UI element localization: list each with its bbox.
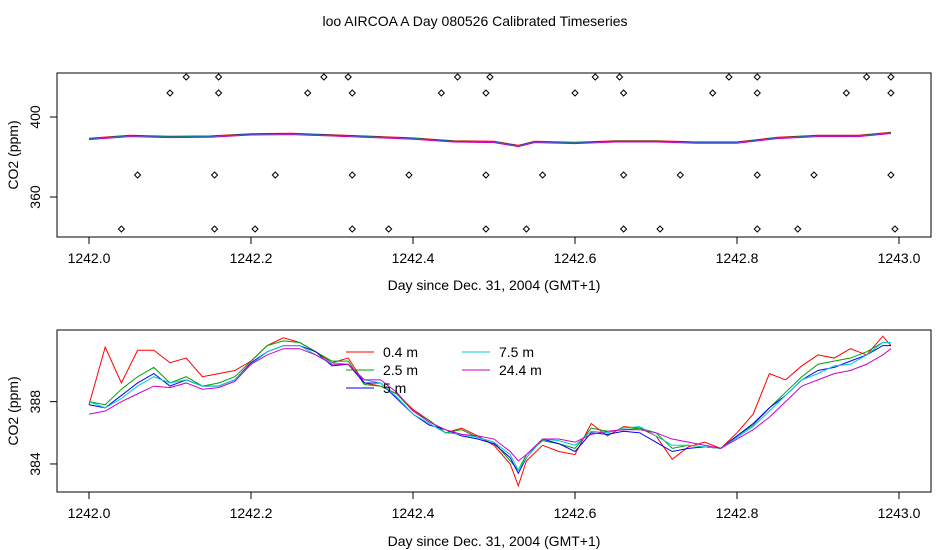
diamond-marker <box>384 225 393 233</box>
top-plot-marks <box>88 73 899 233</box>
x-tick-label: 1242.4 <box>392 250 435 266</box>
diamond-marker <box>862 73 871 81</box>
y-tick-label: 400 <box>27 105 43 129</box>
diamond-marker <box>482 89 490 97</box>
series-line-7-5-m <box>88 341 891 472</box>
diamond-marker <box>271 171 280 179</box>
diamond-marker <box>571 89 579 97</box>
series-line-24-4-m <box>88 348 892 462</box>
top-y-axis: 360 400 <box>27 105 57 209</box>
diamond-marker <box>753 73 761 81</box>
x-tick-label: 1243.0 <box>878 250 921 266</box>
diamond-marker <box>166 89 174 97</box>
diamond-marker <box>348 171 356 179</box>
series-line-2-5-m <box>88 340 891 472</box>
diamond-marker <box>486 73 494 81</box>
diamond-marker <box>753 89 761 97</box>
diamond-marker <box>619 225 628 233</box>
diamond-marker <box>810 171 818 179</box>
top-x-axis: 1242.0 1242.2 1242.4 1242.6 1242.8 1243.0 <box>68 237 921 266</box>
diamond-marker <box>708 89 717 97</box>
diamond-marker <box>887 171 895 179</box>
x-tick-label: 1242.6 <box>554 250 597 266</box>
x-tick-label: 1242.8 <box>716 250 759 266</box>
diamond-marker <box>453 73 462 81</box>
x-tick-label: 1242.0 <box>68 250 111 266</box>
diamond-marker <box>214 73 223 81</box>
top-series-line <box>88 133 891 148</box>
bottom-y-axis-label: CO2 (ppm) <box>5 376 21 445</box>
x-tick-label: 1242.2 <box>230 250 273 266</box>
bottom-x-axis: 1242.0 1242.2 1242.4 1242.6 1242.8 1243.0 <box>68 492 921 521</box>
diamond-marker <box>348 89 356 97</box>
diamond-marker <box>887 73 895 81</box>
diamond-marker <box>794 225 802 233</box>
diamond-marker <box>348 225 356 233</box>
bottom-plot-frame <box>56 329 932 493</box>
legend: 0.4 m 2.5 m 5 m 7.5 m 24.4 m <box>346 344 542 396</box>
figure-title: loo AIRCOA A Day 080526 Calibrated Times… <box>322 13 627 29</box>
diamond-marker <box>210 225 219 233</box>
x-tick-label: 1242.0 <box>68 505 111 521</box>
y-tick-label: 384 <box>27 452 43 476</box>
diamond-marker <box>405 171 413 179</box>
bottom-panel: 1242.0 1242.2 1242.4 1242.6 1242.8 1243.0 384… <box>5 329 932 549</box>
diamond-marker <box>214 89 223 97</box>
diamond-marker <box>725 73 733 81</box>
diamond-marker <box>619 89 628 97</box>
diamond-marker <box>303 89 312 97</box>
diamond-marker <box>320 73 328 81</box>
legend-label-24-4-m: 24.4 m <box>499 362 542 378</box>
diamond-marker <box>591 73 599 81</box>
x-tick-label: 1242.8 <box>716 505 759 521</box>
top-x-axis-label: Day since Dec. 31, 2004 (GMT+1) <box>388 277 601 293</box>
diamond-marker <box>251 225 259 233</box>
x-tick-label: 1242.4 <box>392 505 435 521</box>
y-tick-label: 360 <box>27 185 43 209</box>
diamond-marker <box>753 225 761 233</box>
x-tick-label: 1242.2 <box>230 505 273 521</box>
y-tick-label: 388 <box>27 390 43 414</box>
top-y-axis-label: CO2 (ppm) <box>5 120 21 189</box>
diamond-marker <box>210 171 219 179</box>
bottom-plot-marks <box>88 335 892 488</box>
diamond-marker <box>656 225 664 233</box>
series-line-0-4-m <box>88 335 892 488</box>
diamond-marker <box>182 73 190 81</box>
legend-label-5-m: 5 m <box>383 380 406 396</box>
top-plot-frame <box>56 72 932 238</box>
diamond-marker <box>891 225 899 233</box>
diamond-marker <box>482 225 490 233</box>
diamond-marker <box>753 171 761 179</box>
legend-label-2-5-m: 2.5 m <box>383 362 418 378</box>
diamond-marker <box>133 171 142 179</box>
diamond-marker <box>615 73 624 81</box>
diamond-marker <box>538 171 547 179</box>
diamond-marker <box>522 225 531 233</box>
legend-label-7-5-m: 7.5 m <box>499 344 534 360</box>
diamond-marker <box>344 73 352 81</box>
diamond-marker <box>619 171 628 179</box>
diamond-marker <box>437 89 446 97</box>
legend-label-0-4-m: 0.4 m <box>383 344 418 360</box>
diamond-marker <box>482 171 490 179</box>
bottom-x-axis-label: Day since Dec. 31, 2004 (GMT+1) <box>388 533 601 549</box>
diamond-marker <box>887 89 895 97</box>
x-tick-label: 1243.0 <box>878 505 921 521</box>
top-panel: 1242.0 1242.2 1242.4 1242.6 1242.8 1243.0 360… <box>5 72 932 293</box>
diamond-marker <box>842 89 851 97</box>
x-tick-label: 1242.6 <box>554 505 597 521</box>
diamond-marker <box>117 225 126 233</box>
bottom-y-axis: 384 388 <box>27 390 57 476</box>
diamond-marker <box>676 171 685 179</box>
